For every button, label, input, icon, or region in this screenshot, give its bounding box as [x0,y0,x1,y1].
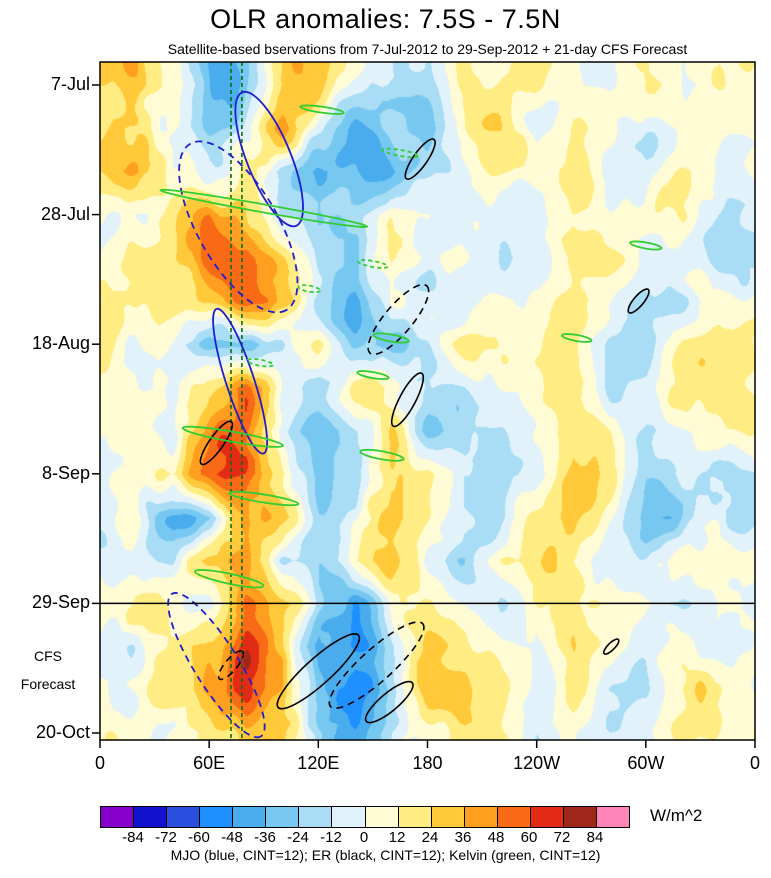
colorbar-tick-label: 48 [487,829,505,846]
colorbar-cell [266,807,300,827]
y-tick-label: 29-Sep [31,592,90,613]
colorbar-tick-label: 84 [586,829,604,846]
x-tick-label: 60E [193,753,226,773]
colorbar-cell [398,807,432,827]
colorbar [100,806,630,828]
y-tick-label: 18-Aug [31,333,90,354]
colorbar-tick-label: -12 [320,829,342,846]
y-tick-label: 7-Jul [50,74,90,94]
colorbar-cell [464,807,498,827]
x-tick-label: 120W [513,753,561,773]
y-tick-label: 28-Jul [40,203,90,224]
chart-title: OLR anomalies: 7.5S - 7.5N [210,4,561,34]
colorbar-cell [101,807,135,827]
colorbar-cell [233,807,267,827]
colorbar-cell [497,807,531,827]
colorbar-tick-label: -84 [122,829,144,846]
colorbar-cell [167,807,201,827]
cfs-label-line1: CFS [34,648,62,664]
colorbar-tick-label: 60 [520,829,538,846]
colorbar-cell [200,807,234,827]
colorbar-cell [530,807,564,827]
x-tick-label: 0 [94,753,106,773]
colorbar-tick-label: 24 [421,829,439,846]
colorbar-cell [596,807,629,827]
x-tick-label: 60W [627,753,665,773]
colorbar-tick-label: -24 [287,829,309,846]
cfs-label-line2: Forecast [20,676,76,692]
x-tick-label: 120E [297,753,340,773]
cfs-forecast-label: CFS Forecast [6,642,90,698]
colorbar-tick-label: -72 [155,829,177,846]
chart-subtitle: Satellite-based bservations from 7-Jul-2… [167,41,688,57]
colorbar-units: W/m^2 [650,806,703,825]
colorbar-cell [134,807,168,827]
colorbar-tick-label: 12 [388,829,406,846]
colorbar-cell [299,807,333,827]
colorbar-tick-label: 72 [553,829,571,846]
colorbar-cell [365,807,399,827]
colorbar-cell [431,807,465,827]
colorbar-tick-label: -36 [254,829,276,846]
wave-legend: MJO (blue, CINT=12); ER (black, CINT=12)… [170,847,601,863]
colorbar-tick-label: 36 [454,829,472,846]
y-tick-label: 20-Oct [35,721,90,742]
olr-anomaly-field [100,62,755,740]
colorbar-tick-label: -48 [221,829,243,846]
x-tick-label: 180 [412,753,443,773]
colorbar-cell [563,807,597,827]
colorbar-tick-label: -60 [188,829,210,846]
y-tick-label: 8-Sep [41,462,90,483]
colorbar-tick-label: 0 [359,829,369,846]
colorbar-cell [332,807,366,827]
x-tick-label: 0 [749,753,761,773]
